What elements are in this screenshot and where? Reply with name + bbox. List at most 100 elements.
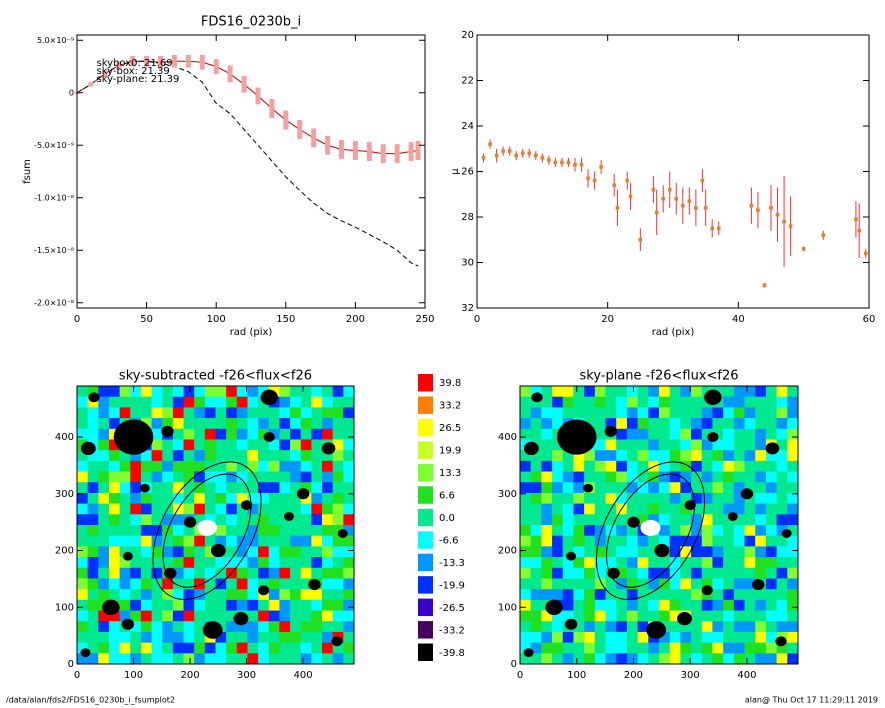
noise-cell [712,642,724,654]
noise-cell [787,450,798,462]
noise-cell [343,428,354,441]
noise-cell [247,599,259,612]
point [703,206,708,210]
noise-cell [172,396,185,408]
noise-cell [183,492,195,505]
noise-cell [226,546,238,558]
noise-cell [626,503,639,515]
noise-cell [669,428,681,441]
noise-cell [130,525,142,537]
noise-cell [701,525,714,537]
noise-cell [247,578,259,590]
noise-cell [322,589,334,601]
noise-cell [279,492,291,505]
noise-cell [541,428,553,441]
noise-cell [236,631,249,644]
noise-cell [691,642,703,654]
noise-cell [204,610,217,622]
noise-cell [151,589,163,601]
noise-cell [626,589,639,601]
noise-cell [712,557,724,569]
axes-frame [76,34,426,309]
noise-cell [311,514,323,526]
noise-cell [637,460,649,473]
noise-cell [77,396,89,408]
noise-cell [172,567,185,580]
y-tick-label: 0 [69,88,74,97]
noise-cell [226,599,238,612]
noise-cell [530,503,542,515]
noise-cell [108,653,121,664]
noise-cell [765,407,778,419]
noise-cell [108,396,121,408]
noise-cell [541,525,553,537]
noise-cell [343,546,354,558]
noise-cell [541,578,553,590]
masked-source [654,543,670,558]
noise-cell [723,450,735,462]
noise-cell [530,460,542,473]
noise-cell [290,418,302,430]
noise-cell [151,610,163,622]
noise-cell [659,631,671,644]
noise-cell [172,621,185,633]
noise-cell [755,503,767,515]
noise-cell [573,535,585,547]
noise-cell [279,418,291,430]
noise-cell [162,492,174,505]
noise-cell [669,450,681,462]
aperture-ellipse [606,473,695,588]
noise-cell [87,396,99,408]
noise-cell [162,610,174,622]
noise-cell [626,621,639,633]
noise-cell [562,567,575,580]
y-tick-label: 100 [55,602,74,613]
noise-cell [787,567,798,580]
noise-cell [541,396,553,408]
point [710,226,714,231]
noise-cell [744,589,756,601]
masked-source [701,585,713,596]
noise-cell [744,471,756,483]
noise-cell [765,396,778,408]
masked-source [775,636,787,647]
masked-source [210,543,226,558]
noise-cell [616,535,628,547]
noise-cell [332,503,344,515]
noise-cell [140,450,153,462]
x-tick-label: 0 [517,670,523,681]
noise-cell [723,621,735,633]
noise-cell [659,514,671,526]
y-tick-label: 32 [461,303,474,314]
noise-cell [691,503,703,515]
noise-cell [744,439,756,451]
noise-cell [183,396,195,408]
noise-cell [119,546,131,558]
noise-cell [744,631,756,644]
colorbar-label: -6.6 [439,535,459,546]
noise-cell [691,621,703,633]
noise-cell [552,418,564,430]
x-tick-label: 400 [737,670,756,681]
noise-cell [311,653,323,664]
noise-cell [552,589,564,601]
noise-cell [744,407,756,419]
noise-cell [204,599,217,612]
noise-cell [723,631,735,644]
noise-cell [626,492,639,505]
x-tick-label: 0 [474,314,480,325]
point [615,206,620,210]
noise-cell [322,578,334,590]
noise-cell [172,653,185,664]
noise-cell [680,503,692,515]
noise-cell [87,492,99,505]
noise-cell [616,407,628,419]
noise-cell [247,503,259,515]
noise-cell [755,386,767,398]
noise-cell [311,621,323,633]
noise-cell [268,482,281,494]
point [599,165,603,169]
noise-cell [98,450,110,462]
noise-cell [258,407,270,419]
noise-cell [183,439,195,451]
